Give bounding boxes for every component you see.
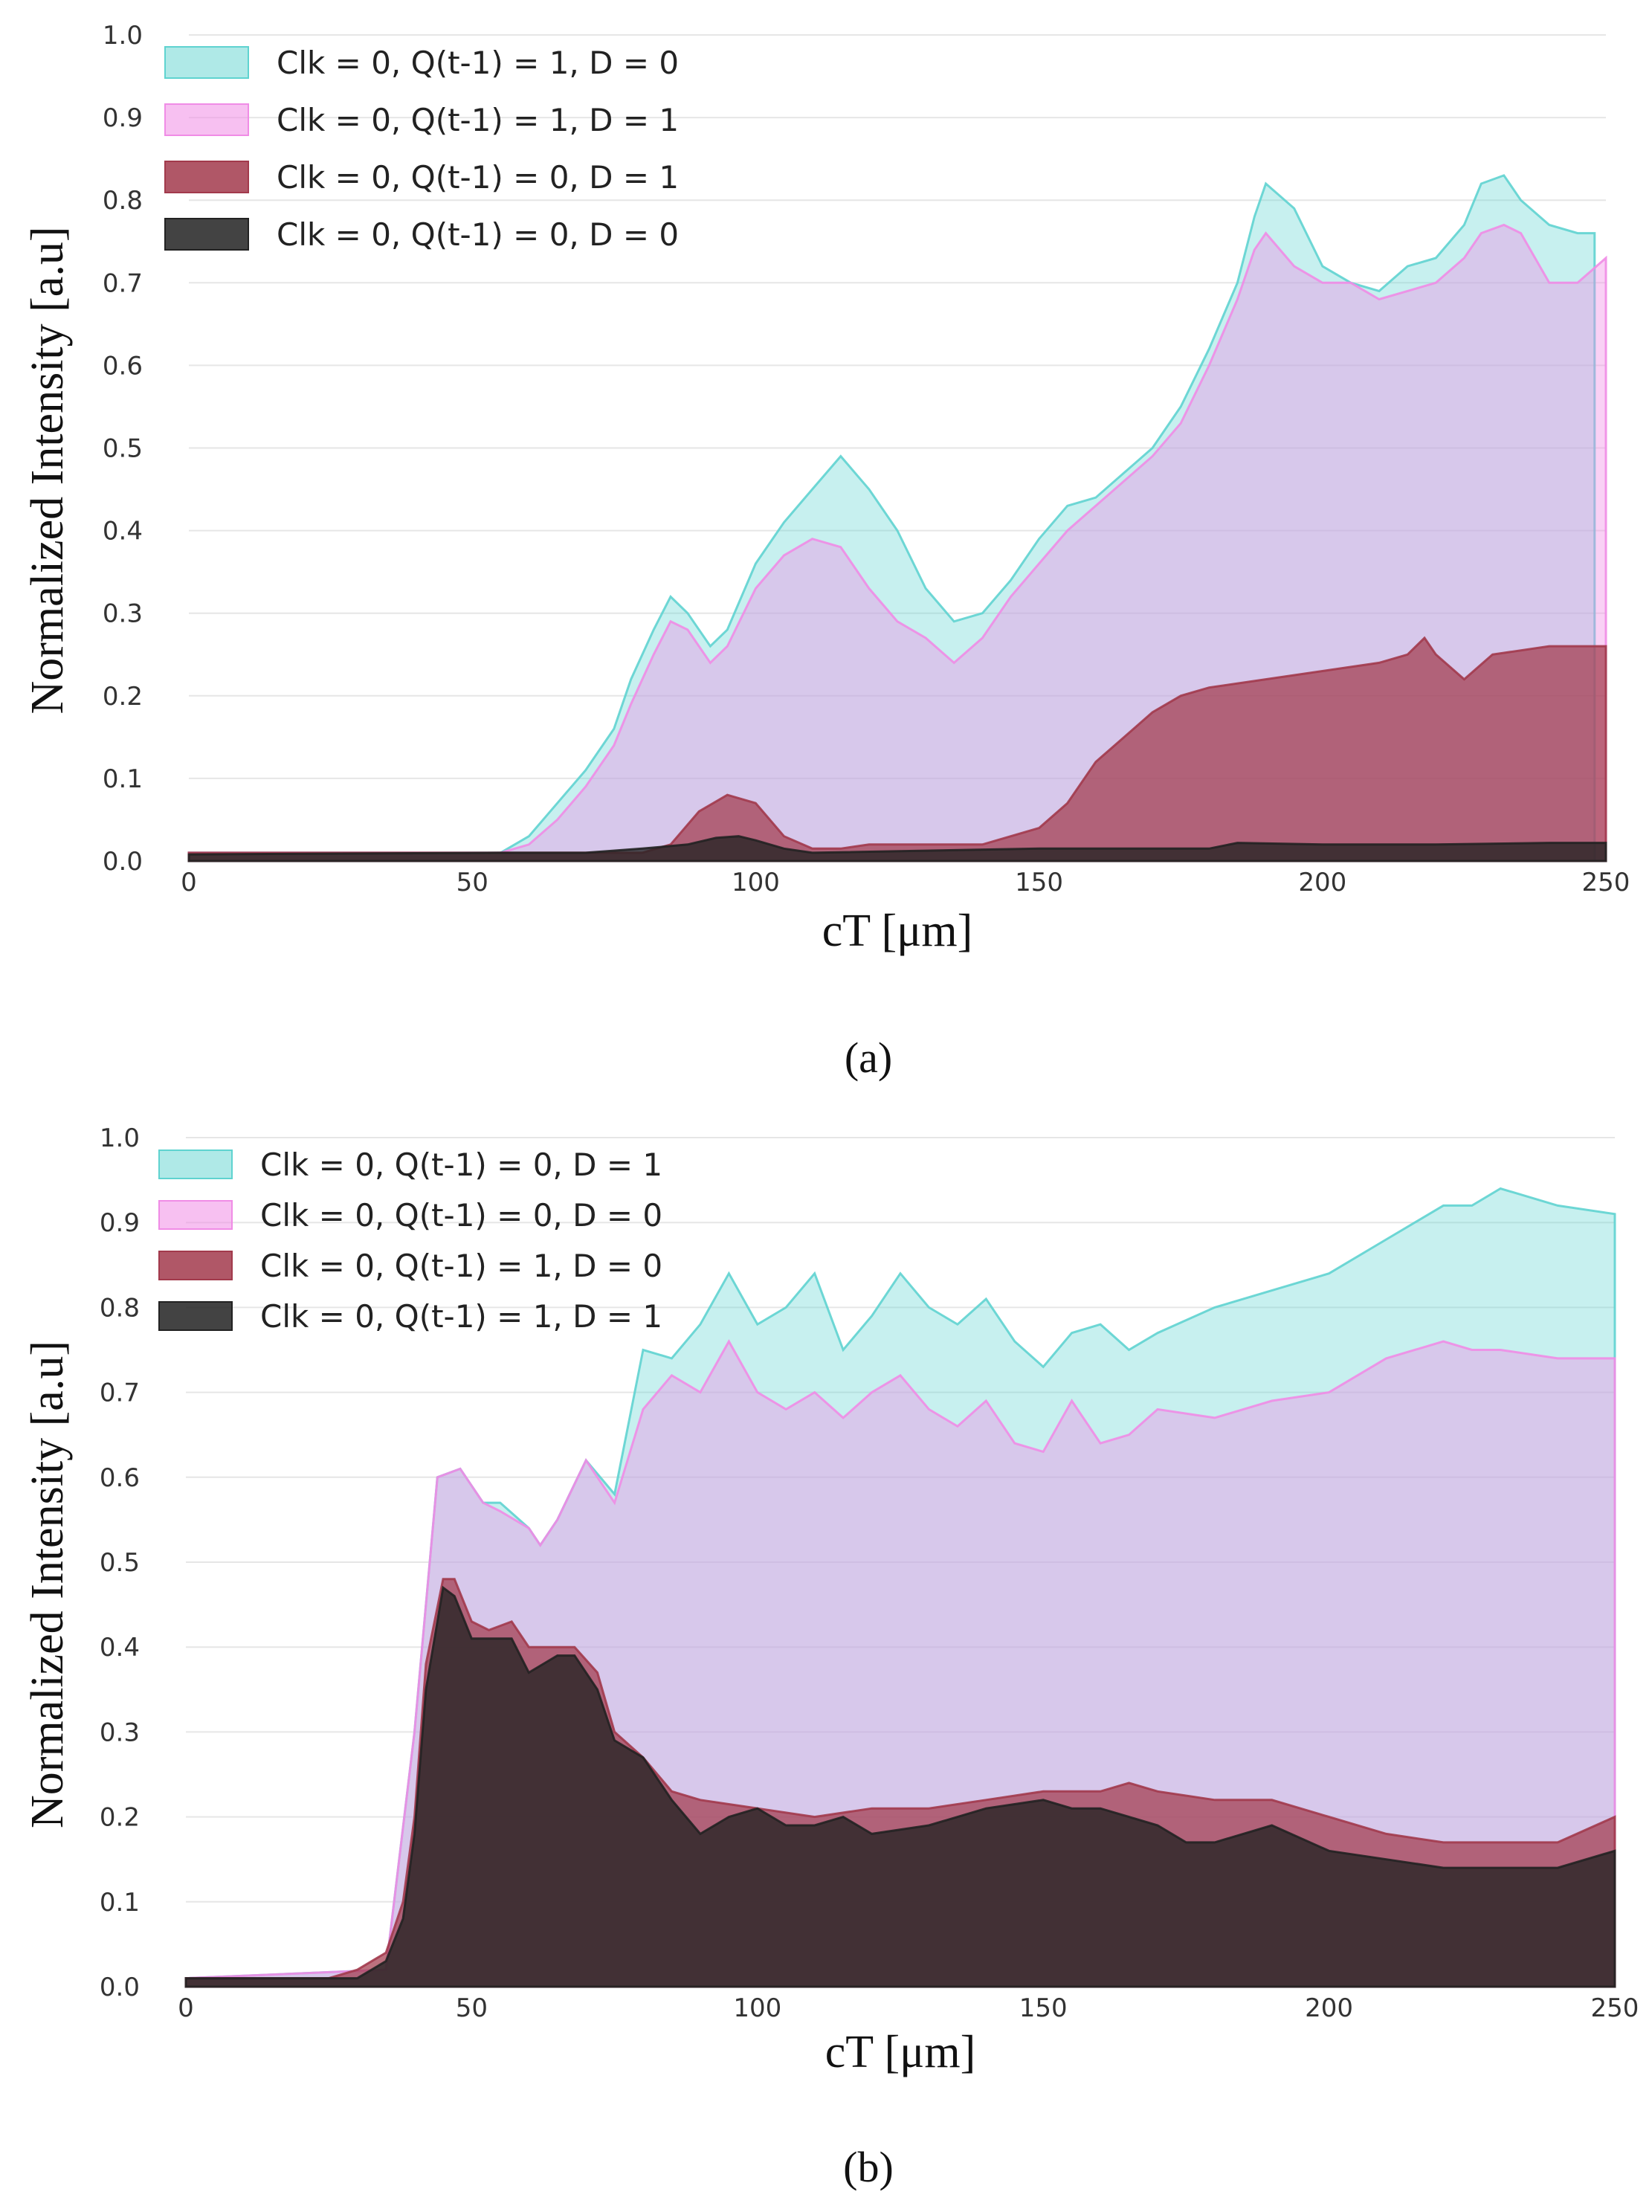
legend-label: Clk = 0, Q(t-1) = 1, D = 0	[277, 45, 679, 81]
area-series-4	[184, 1585, 1616, 1988]
legend-swatch	[158, 1149, 233, 1179]
x-tick-label: 150	[1015, 868, 1063, 897]
y-tick-label: 0.4	[100, 1633, 140, 1663]
x-tick-label: 100	[732, 868, 780, 897]
legend-label: Clk = 0, Q(t-1) = 0, D = 1	[260, 1147, 662, 1183]
y-axis-label: Normalized Intensity [a.u]	[22, 227, 73, 715]
y-tick-label: 0.0	[100, 1973, 140, 2002]
legend-label: Clk = 0, Q(t-1) = 0, D = 1	[277, 159, 679, 196]
x-tick-label: 200	[1298, 868, 1346, 897]
area-series-4	[187, 835, 1607, 862]
panel-caption: (b)	[843, 2143, 894, 2191]
y-tick-label: 0.5	[103, 434, 143, 464]
chart-panel-a: 0.0 0.1 0.2 0.3 0.4 0.5 0.6 0.7 0.8 0.9 1.0 0 50 100 1…	[22, 21, 1630, 1082]
y-tick-label: 1.0	[103, 21, 143, 51]
y-tick-label: 0.1	[100, 1888, 140, 1918]
y-tick-label: 0.1	[103, 764, 143, 794]
area-series-3	[187, 636, 1607, 862]
legend-swatch	[158, 1251, 233, 1280]
legend-label: Clk = 0, Q(t-1) = 1, D = 1	[277, 102, 679, 138]
chart-panel-b: 0.0 0.1 0.2 0.3 0.4 0.5 0.6 0.7 0.8 0.9 1.0 0 50 100 1…	[22, 1123, 1639, 2191]
x-tick-label: 50	[456, 868, 488, 897]
y-tick-label: 0.2	[103, 682, 143, 712]
x-axis-label: cT [μm]	[825, 2027, 976, 2077]
y-tick-label: 0.8	[103, 186, 143, 216]
x-tick-label: 250	[1591, 1993, 1639, 2023]
y-tick-label: 0.3	[103, 599, 143, 629]
x-tick-label: 250	[1582, 868, 1630, 897]
y-tick-label: 0.9	[103, 103, 143, 133]
x-tick-label: 0	[178, 1993, 194, 2023]
legend-swatch	[164, 161, 249, 193]
y-tick-label: 0.6	[100, 1463, 140, 1493]
x-tick-label: 0	[181, 868, 197, 897]
legend-swatch	[164, 218, 249, 251]
y-tick-label: 0.4	[103, 517, 143, 546]
legend-swatch	[158, 1200, 233, 1230]
y-tick-label: 0.7	[103, 268, 143, 298]
panel-caption: (a)	[845, 1034, 892, 1082]
y-axis-label: Normalized Intensity [a.u]	[22, 1341, 73, 1828]
y-tick-label: 1.0	[100, 1123, 140, 1153]
legend-label: Clk = 0, Q(t-1) = 0, D = 0	[260, 1197, 662, 1234]
y-tick-label: 0.9	[100, 1208, 140, 1238]
y-tick-label: 0.2	[100, 1803, 140, 1833]
legend-swatch	[164, 46, 249, 79]
y-tick-label: 0.6	[103, 351, 143, 381]
x-tick-label: 200	[1305, 1993, 1353, 2023]
y-tick-label: 0.3	[100, 1718, 140, 1747]
legend-label: Clk = 0, Q(t-1) = 1, D = 1	[260, 1298, 662, 1335]
legend-label: Clk = 0, Q(t-1) = 1, D = 0	[260, 1248, 662, 1284]
legend-swatch	[164, 103, 249, 136]
legend-swatch	[158, 1301, 233, 1331]
y-tick-label: 0.7	[100, 1379, 140, 1408]
y-tick-label: 0.8	[100, 1293, 140, 1323]
x-tick-label: 150	[1019, 1993, 1068, 2023]
legend-label: Clk = 0, Q(t-1) = 0, D = 0	[277, 216, 679, 253]
y-tick-label: 0.0	[103, 847, 143, 877]
x-axis-label: cT [μm]	[822, 906, 973, 956]
x-tick-label: 50	[456, 1993, 488, 2023]
y-tick-label: 0.5	[100, 1548, 140, 1578]
x-tick-label: 100	[733, 1993, 781, 2023]
